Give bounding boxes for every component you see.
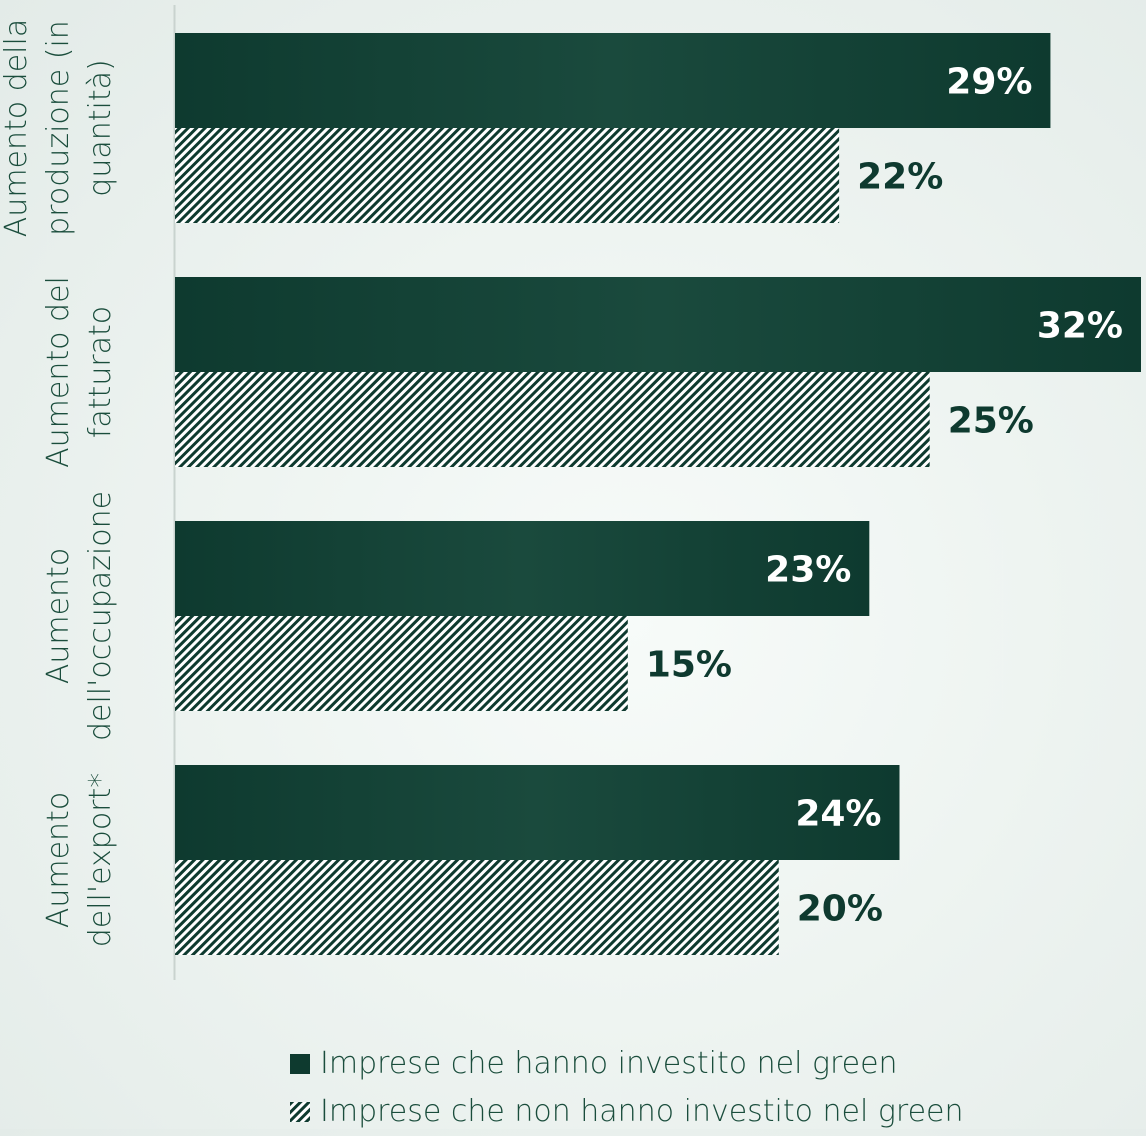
category-label-line: produzione (in — [41, 20, 76, 236]
bar-invested — [175, 521, 870, 616]
category-label: Aumento della produzione (in quantità) — [0, 19, 118, 237]
bar-invested — [175, 277, 1141, 372]
legend-item-invested: Imprese che hanno investito nel green — [290, 1040, 964, 1088]
bar-not-invested — [175, 128, 840, 223]
category-label-line: Aumento del — [41, 276, 76, 468]
value-label-invested: 29% — [946, 62, 1032, 103]
legend-label-invested: Imprese che hanno investito nel green — [320, 1046, 898, 1081]
value-label-invested: 24% — [795, 794, 881, 835]
value-label-invested: 23% — [765, 550, 851, 591]
value-label-not-invested: 20% — [797, 889, 883, 930]
category-label: Aumento dell'occupazione — [41, 491, 118, 741]
legend-item-not-invested: Imprese che non hanno investito nel gree… — [290, 1088, 964, 1136]
category-label-line: Aumento della — [0, 19, 34, 237]
bar-not-invested — [175, 372, 930, 467]
bar-not-invested — [175, 616, 628, 711]
value-label-invested: 32% — [1037, 306, 1123, 347]
legend-swatch-solid — [290, 1054, 310, 1074]
category-label: Aumento dell'export* — [41, 773, 118, 948]
value-label-not-invested: 25% — [948, 401, 1034, 442]
category-label-line: fatturato — [83, 306, 118, 438]
bar-chart: Aumento della produzione (in quantità) 29% 2… — [0, 5, 1141, 980]
legend: Imprese che hanno investito nel green Im… — [290, 1040, 964, 1136]
legend-swatch-hatched — [290, 1102, 310, 1122]
bar-invested — [175, 765, 900, 860]
category-label-line: dell'export* — [83, 773, 118, 948]
category-label-line: dell'occupazione — [83, 491, 118, 741]
bar-invested — [175, 33, 1051, 128]
bar-not-invested — [175, 860, 779, 955]
value-label-not-invested: 15% — [646, 645, 732, 686]
category-label-line: quantità) — [83, 59, 118, 196]
category-label-line: Aumento — [41, 548, 76, 684]
category-label-line: Aumento — [41, 792, 76, 928]
category-label: Aumento del fatturato — [41, 276, 118, 468]
legend-label-not-invested: Imprese che non hanno investito nel gree… — [320, 1094, 964, 1129]
value-label-not-invested: 22% — [857, 157, 943, 198]
